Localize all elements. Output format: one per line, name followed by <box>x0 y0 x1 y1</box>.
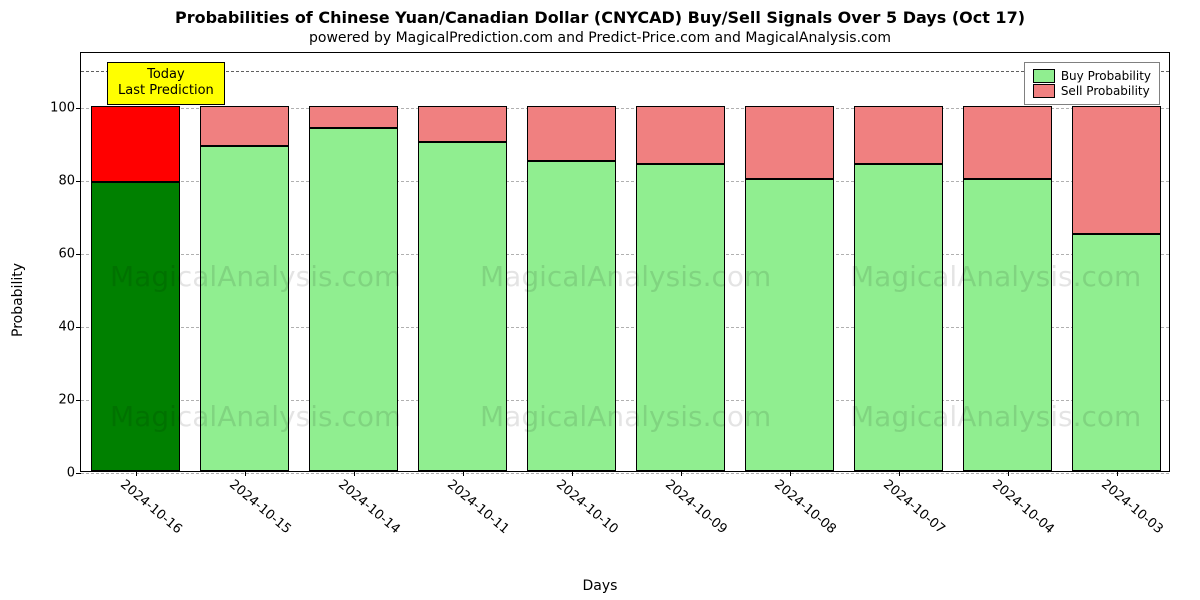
bar-buy <box>527 161 616 471</box>
xtick-label: 2024-10-08 <box>771 471 844 537</box>
bar-sell <box>418 106 507 143</box>
bar-buy <box>200 146 289 471</box>
xtick-label: 2024-10-11 <box>444 471 517 537</box>
bar-sell <box>963 106 1052 179</box>
chart-title: Probabilities of Chinese Yuan/Canadian D… <box>0 8 1200 27</box>
bar-buy <box>636 164 725 471</box>
annotation-line1: Today <box>118 67 214 83</box>
bar-sell <box>309 106 398 128</box>
xtick-label: 2024-10-09 <box>662 471 735 537</box>
bar-group <box>309 51 398 471</box>
bar-buy <box>309 128 398 471</box>
xtick-label: 2024-10-03 <box>1098 471 1171 537</box>
legend: Buy ProbabilitySell Probability <box>1024 62 1160 105</box>
bar-sell <box>527 106 616 161</box>
xtick-label: 2024-10-16 <box>117 471 190 537</box>
ytick-label: 100 <box>50 100 81 115</box>
ytick-label: 40 <box>58 319 81 334</box>
bar-sell <box>91 106 180 183</box>
bar-sell <box>745 106 834 179</box>
bar-buy <box>963 179 1052 471</box>
y-axis-label: Probability <box>10 263 26 337</box>
legend-label: Buy Probability <box>1061 69 1151 83</box>
x-axis-label: Days <box>0 578 1200 594</box>
bar-sell <box>1072 106 1161 234</box>
xtick-label: 2024-10-04 <box>989 471 1062 537</box>
bar-buy <box>418 142 507 471</box>
legend-swatch <box>1033 84 1055 98</box>
xtick-label: 2024-10-14 <box>335 471 408 537</box>
bar-sell <box>854 106 943 164</box>
ytick-label: 60 <box>58 246 81 261</box>
bar-buy <box>745 179 834 471</box>
ytick-label: 20 <box>58 392 81 407</box>
legend-label: Sell Probability <box>1061 84 1150 98</box>
ytick-label: 0 <box>67 466 81 481</box>
bar-sell <box>200 106 289 146</box>
ytick-label: 80 <box>58 173 81 188</box>
chart-subtitle: powered by MagicalPrediction.com and Pre… <box>0 30 1200 46</box>
bar-group <box>527 51 616 471</box>
annotation-line2: Last Prediction <box>118 83 214 99</box>
bar-group <box>1072 51 1161 471</box>
legend-item: Buy Probability <box>1033 69 1151 83</box>
legend-swatch <box>1033 69 1055 83</box>
bar-group <box>418 51 507 471</box>
xtick-label: 2024-10-07 <box>880 471 953 537</box>
xtick-label: 2024-10-15 <box>226 471 299 537</box>
bar-group <box>963 51 1052 471</box>
bar-buy <box>854 164 943 471</box>
bar-group <box>854 51 943 471</box>
legend-item: Sell Probability <box>1033 84 1151 98</box>
bar-group <box>91 51 180 471</box>
bar-sell <box>636 106 725 164</box>
bar-group <box>745 51 834 471</box>
bar-buy <box>1072 234 1161 471</box>
bar-group <box>200 51 289 471</box>
today-annotation: TodayLast Prediction <box>107 62 225 105</box>
chart-container: Probabilities of Chinese Yuan/Canadian D… <box>0 0 1200 600</box>
plot-area: 0204060801002024-10-162024-10-152024-10-… <box>80 52 1170 472</box>
bar-group <box>636 51 725 471</box>
bar-buy <box>91 182 180 471</box>
xtick-label: 2024-10-10 <box>553 471 626 537</box>
